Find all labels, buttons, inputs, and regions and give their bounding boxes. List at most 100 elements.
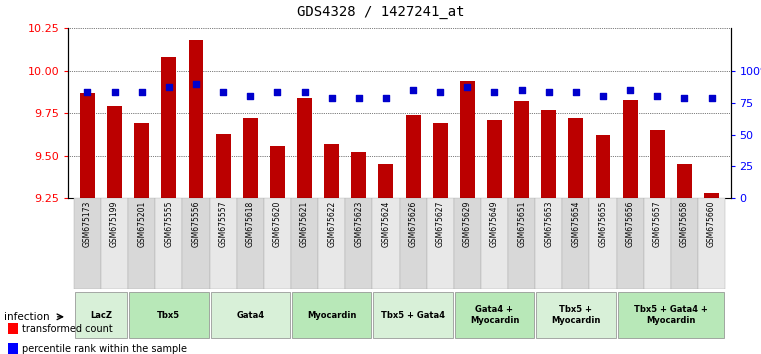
Bar [372, 198, 400, 289]
Text: Tbx5: Tbx5 [158, 310, 180, 320]
Text: Myocardin: Myocardin [307, 310, 356, 320]
Text: GSM675657: GSM675657 [653, 201, 662, 247]
Bar [677, 164, 692, 198]
Bar [406, 115, 421, 198]
FancyBboxPatch shape [75, 292, 127, 338]
Bar [243, 118, 258, 198]
Bar [704, 193, 719, 198]
Bar [400, 198, 427, 289]
Text: Gata4: Gata4 [236, 310, 264, 320]
Text: GSM675651: GSM675651 [517, 201, 526, 247]
Point [380, 95, 392, 101]
Point [135, 90, 148, 95]
Bar [590, 198, 616, 289]
Text: transformed count: transformed count [22, 324, 113, 334]
Text: infection: infection [4, 312, 49, 322]
Point [272, 90, 284, 95]
Text: GSM675555: GSM675555 [164, 201, 174, 247]
Text: GSM675199: GSM675199 [110, 201, 119, 247]
Text: Tbx5 +
Myocardin: Tbx5 + Myocardin [551, 306, 600, 325]
Bar [318, 198, 345, 289]
Point [190, 81, 202, 86]
Bar [352, 152, 366, 198]
Bar [107, 107, 122, 198]
Text: GSM675658: GSM675658 [680, 201, 689, 247]
Text: GSM675201: GSM675201 [137, 201, 146, 247]
FancyBboxPatch shape [537, 292, 616, 338]
Bar [671, 198, 698, 289]
Bar [128, 198, 155, 289]
Bar [74, 198, 101, 289]
Point [705, 95, 718, 101]
Text: GSM675623: GSM675623 [355, 201, 363, 247]
Bar [237, 198, 264, 289]
FancyBboxPatch shape [374, 292, 453, 338]
Point [624, 87, 636, 93]
Bar [650, 130, 665, 198]
Bar [622, 100, 638, 198]
Bar [270, 145, 285, 198]
Bar [183, 198, 209, 289]
Text: LacZ: LacZ [90, 310, 112, 320]
Text: percentile rank within the sample: percentile rank within the sample [22, 344, 186, 354]
Bar [155, 198, 183, 289]
Point [678, 95, 690, 101]
Point [163, 85, 175, 90]
Point [570, 90, 582, 95]
Text: Tbx5 + Gata4 +
Myocardin: Tbx5 + Gata4 + Myocardin [634, 306, 708, 325]
Text: GSM675624: GSM675624 [381, 201, 390, 247]
Point [298, 90, 310, 95]
Bar [80, 93, 95, 198]
Point [597, 93, 609, 99]
Point [434, 90, 446, 95]
Bar [541, 110, 556, 198]
Bar [209, 198, 237, 289]
Text: GSM675618: GSM675618 [246, 201, 255, 247]
Bar [616, 198, 644, 289]
Bar [8, 323, 18, 335]
FancyBboxPatch shape [292, 292, 371, 338]
Point [109, 90, 121, 95]
Bar [215, 134, 231, 198]
Point [326, 95, 338, 101]
Text: GSM675173: GSM675173 [83, 201, 92, 247]
Bar [8, 343, 18, 354]
Text: GSM675654: GSM675654 [572, 201, 581, 247]
Text: GSM675626: GSM675626 [409, 201, 418, 247]
Text: GSM675649: GSM675649 [490, 201, 499, 247]
Text: Tbx5 + Gata4: Tbx5 + Gata4 [381, 310, 445, 320]
FancyBboxPatch shape [455, 292, 534, 338]
Bar [562, 198, 590, 289]
Bar [568, 118, 584, 198]
Bar [134, 124, 149, 198]
Bar [508, 198, 535, 289]
Point [489, 90, 501, 95]
Bar [433, 124, 447, 198]
Bar [481, 198, 508, 289]
Bar [101, 198, 128, 289]
Point [407, 87, 419, 93]
Bar [264, 198, 291, 289]
Point [461, 85, 473, 90]
Text: GSM675655: GSM675655 [599, 201, 607, 247]
Bar [189, 40, 203, 198]
Bar [427, 198, 454, 289]
Bar [535, 198, 562, 289]
Point [353, 95, 365, 101]
Bar [291, 198, 318, 289]
Text: GSM675556: GSM675556 [192, 201, 200, 247]
Bar [378, 164, 393, 198]
Bar [514, 101, 529, 198]
Bar [161, 57, 177, 198]
Bar [487, 120, 502, 198]
Bar [460, 81, 475, 198]
Text: GSM675621: GSM675621 [300, 201, 309, 247]
Text: GSM675629: GSM675629 [463, 201, 472, 247]
Text: GSM675627: GSM675627 [436, 201, 444, 247]
Text: GSM675660: GSM675660 [707, 201, 716, 247]
Bar [644, 198, 671, 289]
Point [217, 90, 229, 95]
Point [515, 87, 527, 93]
Text: GSM675620: GSM675620 [273, 201, 282, 247]
Point [81, 90, 94, 95]
